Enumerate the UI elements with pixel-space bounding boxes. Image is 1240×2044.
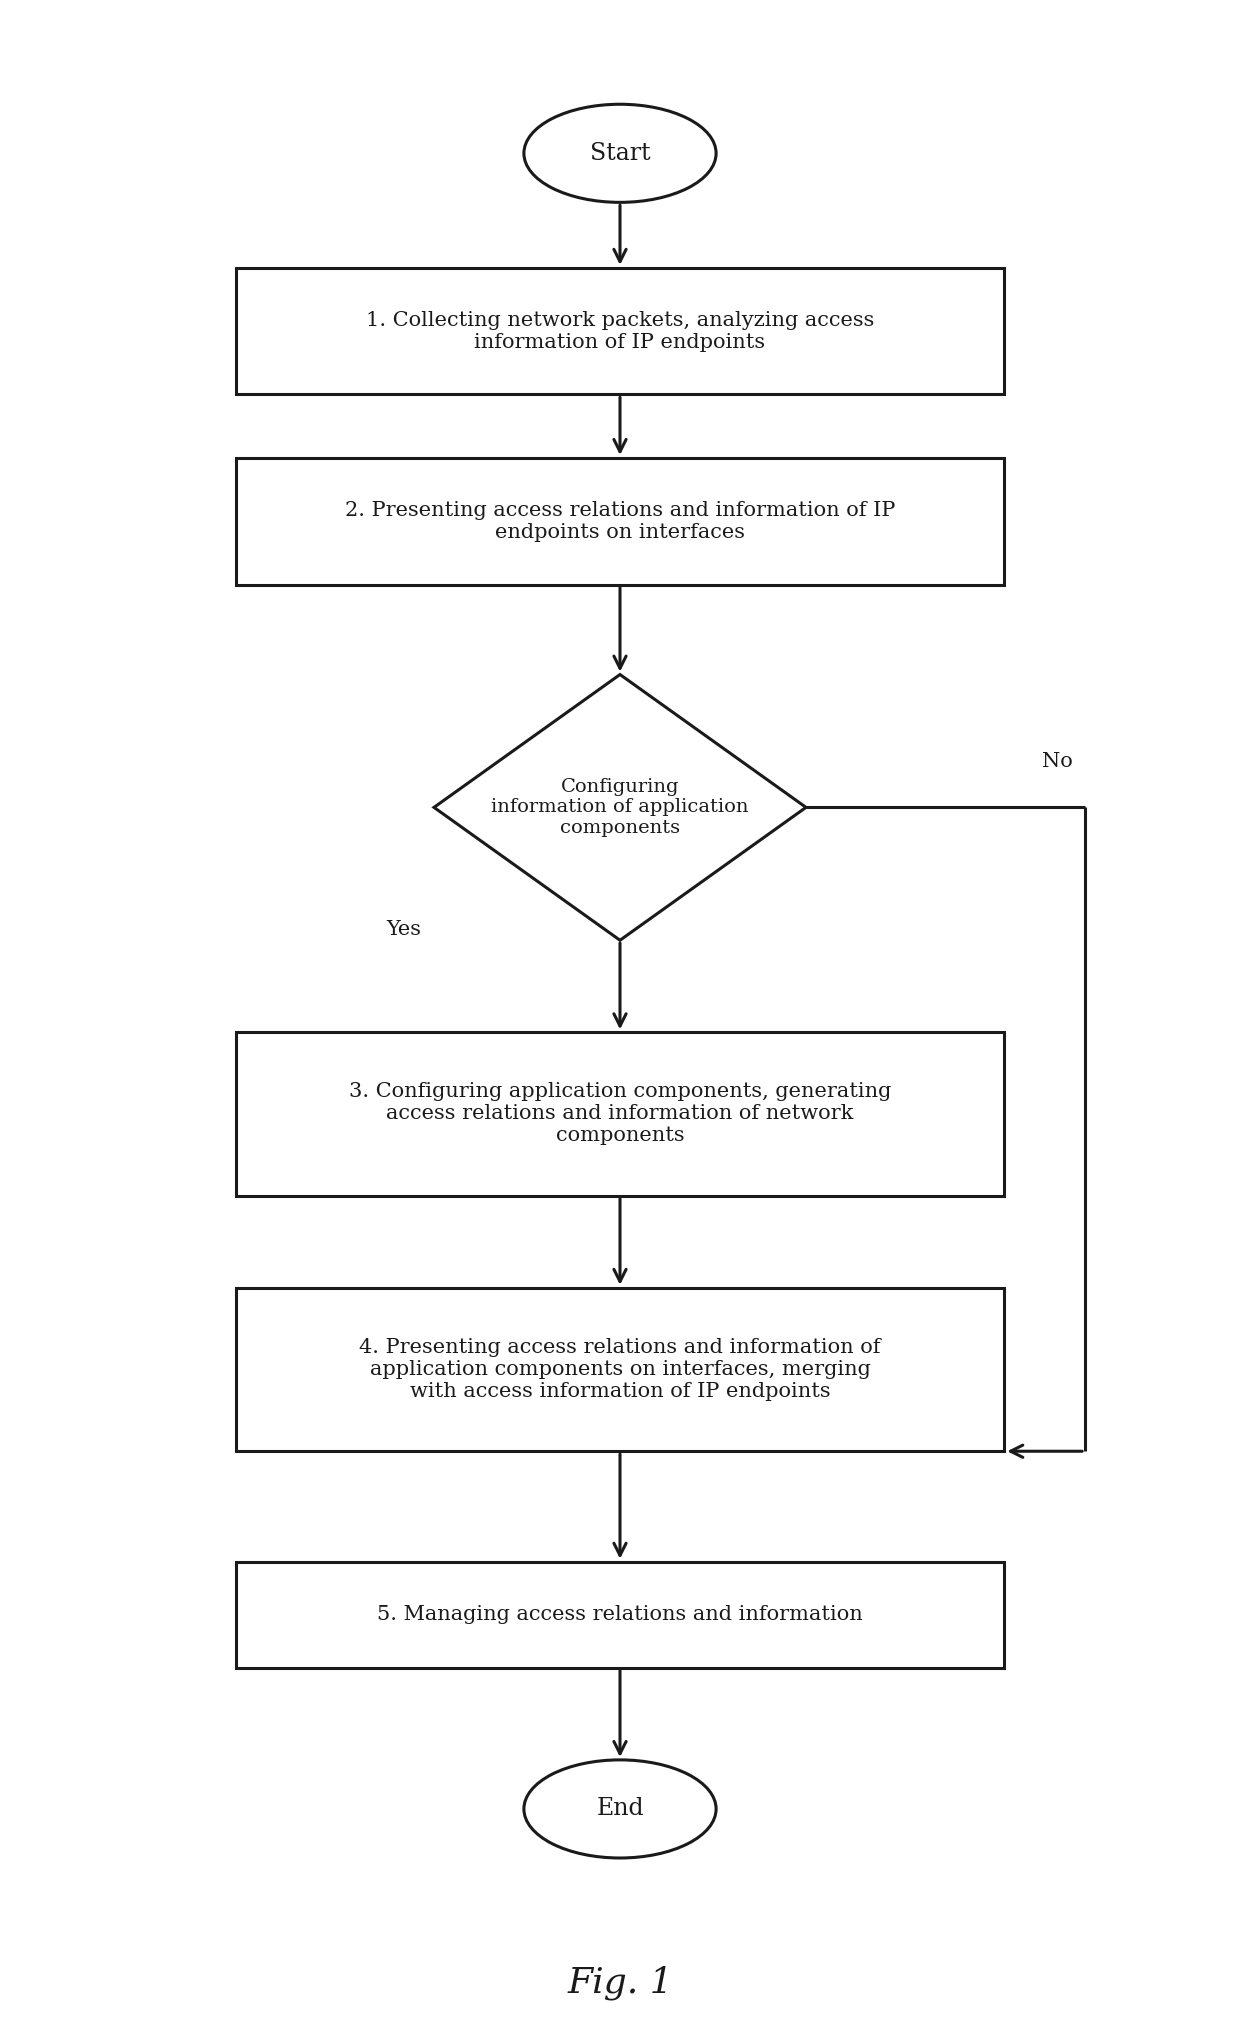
Ellipse shape [523,1760,717,1858]
Ellipse shape [523,104,717,202]
Text: Fig. 1: Fig. 1 [567,1966,673,1999]
Text: Configuring
information of application
components: Configuring information of application c… [491,777,749,838]
Polygon shape [434,675,806,940]
Text: 5. Managing access relations and information: 5. Managing access relations and informa… [377,1605,863,1625]
FancyBboxPatch shape [236,1288,1004,1451]
Text: End: End [596,1797,644,1821]
Text: 4. Presenting access relations and information of
application components on inte: 4. Presenting access relations and infor… [360,1339,880,1400]
FancyBboxPatch shape [236,268,1004,394]
Text: Start: Start [590,141,650,166]
Text: 1. Collecting network packets, analyzing access
information of IP endpoints: 1. Collecting network packets, analyzing… [366,311,874,352]
FancyBboxPatch shape [236,458,1004,585]
FancyBboxPatch shape [236,1562,1004,1668]
Text: No: No [1042,752,1073,771]
Text: 3. Configuring application components, generating
access relations and informati: 3. Configuring application components, g… [348,1083,892,1145]
Text: 2. Presenting access relations and information of IP
endpoints on interfaces: 2. Presenting access relations and infor… [345,501,895,542]
Text: Yes: Yes [387,920,422,938]
FancyBboxPatch shape [236,1032,1004,1196]
